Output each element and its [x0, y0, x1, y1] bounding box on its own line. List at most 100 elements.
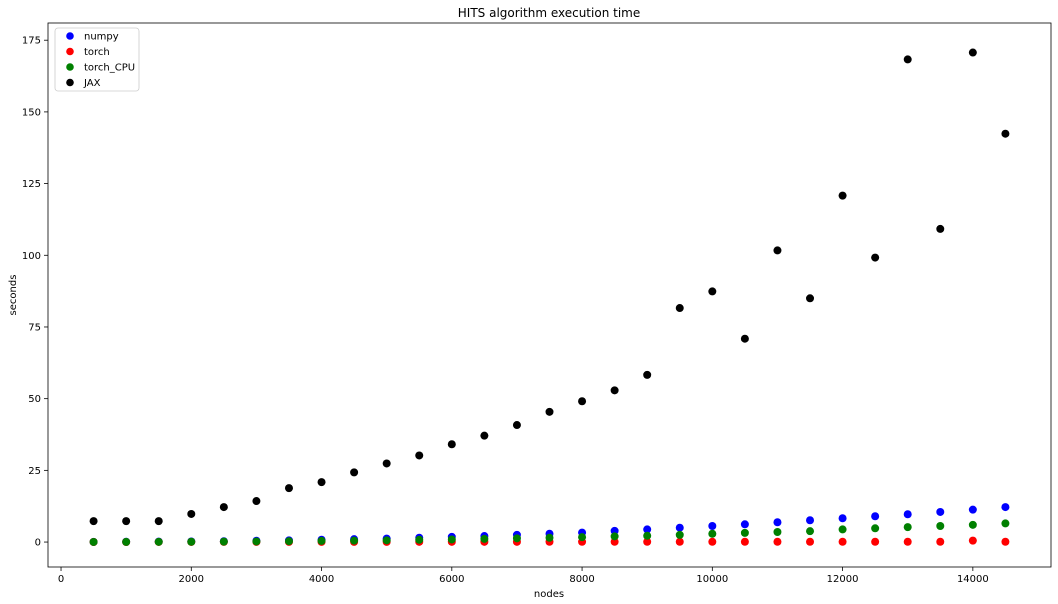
y-tick-label: 75 [28, 322, 41, 333]
legend-label: torch [84, 47, 110, 58]
data-point [871, 253, 880, 262]
data-point [317, 536, 326, 545]
data-point [252, 497, 261, 506]
x-tick-label: 6000 [439, 574, 464, 585]
data-point [415, 535, 424, 544]
legend-marker [66, 63, 74, 71]
x-tick-label: 10000 [696, 574, 728, 585]
x-axis: 0 2000 4000 6000 8000 10000 12000 14000 [58, 567, 989, 585]
data-point [708, 287, 717, 296]
x-axis-label: nodes [534, 589, 564, 600]
data-point [936, 507, 945, 516]
data-point [610, 532, 619, 541]
data-point [871, 537, 880, 546]
data-point [284, 537, 293, 546]
data-point [773, 246, 782, 255]
plot-border [47, 22, 1052, 568]
data-point [447, 440, 456, 449]
data-point [903, 55, 912, 64]
data-point [480, 431, 489, 440]
y-tick-label: 175 [22, 36, 41, 47]
data-point [1001, 129, 1010, 138]
legend-marker [66, 32, 74, 40]
data-point [219, 537, 228, 546]
x-tick-label: 12000 [827, 574, 859, 585]
data-point [838, 514, 847, 523]
legend-marker [66, 47, 74, 56]
x-tick-label: 4000 [309, 574, 334, 585]
y-tick-label: 125 [22, 179, 41, 190]
legend-item: JAX [66, 78, 101, 89]
legend-label: numpy [84, 32, 119, 43]
y-tick-label: 50 [28, 394, 41, 405]
data-point [708, 537, 717, 546]
x-tick-label: 0 [58, 574, 64, 585]
data-point [968, 505, 977, 514]
data-point [317, 478, 326, 487]
data-point [643, 531, 652, 540]
legend-label: JAX [83, 78, 101, 89]
data-point [89, 537, 98, 546]
data-point [675, 537, 684, 546]
data-point [578, 533, 587, 542]
data-point [740, 334, 749, 343]
data-point [740, 528, 749, 537]
data-point [903, 523, 912, 532]
data-point [252, 537, 261, 546]
data-point [675, 530, 684, 539]
legend-item: numpy [66, 32, 119, 43]
legend-label: torch_CPU [84, 63, 135, 74]
data-points [89, 48, 1010, 546]
data-point [122, 517, 131, 526]
data-point [936, 224, 945, 233]
data-point [968, 536, 977, 545]
data-point [382, 536, 391, 545]
data-point [415, 451, 424, 460]
data-point [187, 537, 196, 546]
data-point [89, 517, 98, 526]
legend-item: torch [66, 47, 110, 58]
data-point [1001, 503, 1010, 512]
legend-box [54, 27, 140, 92]
data-point [806, 516, 815, 525]
data-point [936, 537, 945, 546]
data-point [578, 397, 587, 406]
data-point [545, 533, 554, 542]
legend-item: torch_CPU [66, 63, 135, 74]
y-tick-label: 150 [22, 107, 41, 118]
legend: numpy torch torch_CPU JAX [54, 27, 140, 92]
data-point [643, 525, 652, 534]
data-point [968, 48, 977, 57]
series-torch-cpu [89, 519, 1010, 546]
data-point [154, 537, 163, 546]
data-point [154, 517, 163, 526]
data-point [610, 386, 619, 395]
legend-marker [66, 78, 74, 87]
data-point [545, 407, 554, 416]
data-point [1001, 537, 1010, 546]
data-point [1001, 519, 1010, 528]
data-point [936, 521, 945, 530]
y-axis: 0 25 50 75 100 125 150 175 [22, 36, 48, 549]
data-point [382, 459, 391, 468]
data-point [708, 529, 717, 538]
data-point [675, 523, 684, 532]
y-tick-label: 25 [28, 466, 41, 477]
data-point [480, 534, 489, 543]
x-tick-label: 14000 [957, 574, 989, 585]
x-tick-label: 8000 [569, 574, 594, 585]
data-point [284, 484, 293, 493]
data-point [740, 537, 749, 546]
data-point [773, 537, 782, 546]
data-point [903, 510, 912, 519]
data-point [806, 527, 815, 536]
plot-area [47, 22, 1052, 568]
data-point [675, 304, 684, 313]
x-tick-label: 2000 [179, 574, 204, 585]
data-point [806, 294, 815, 303]
data-point [350, 536, 359, 545]
data-point [122, 537, 131, 546]
data-point [708, 521, 717, 530]
data-point [219, 503, 228, 512]
